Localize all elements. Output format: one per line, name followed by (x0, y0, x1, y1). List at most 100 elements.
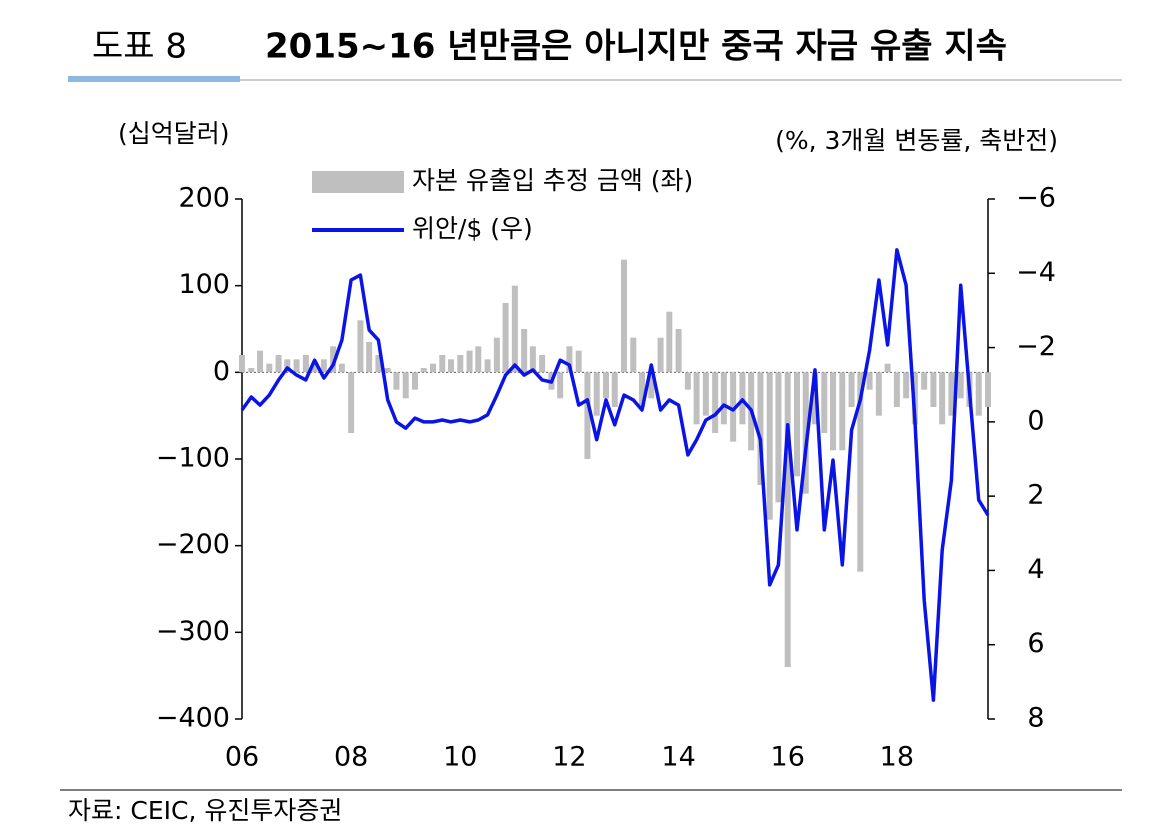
bar (939, 372, 946, 425)
bar (393, 372, 400, 390)
y-tick-label: −100 (156, 443, 230, 474)
bar (266, 363, 273, 373)
bar (684, 372, 691, 390)
legend-label: 자본 유출입 추정 금액 (좌) (412, 166, 693, 195)
bar (611, 372, 618, 407)
bar (430, 363, 437, 373)
bar (793, 372, 800, 477)
bar (493, 337, 500, 373)
bar (239, 355, 245, 373)
bar (830, 372, 837, 451)
bar (975, 372, 982, 416)
bar (630, 337, 637, 373)
bar (903, 372, 910, 399)
bar (402, 372, 409, 399)
y2-tick-label: −6 (1016, 183, 1056, 214)
bar (884, 363, 891, 373)
bar (584, 372, 591, 459)
bar (384, 368, 391, 373)
bar (320, 359, 327, 373)
bar (657, 337, 664, 373)
bar (802, 372, 809, 494)
bar (921, 372, 928, 390)
y-tick-label: 200 (178, 183, 230, 214)
y-tick-label: −300 (156, 616, 230, 647)
bar (448, 359, 455, 373)
x-tick-label: 06 (225, 742, 259, 773)
y-tick-label: −400 (156, 703, 230, 734)
bar (566, 346, 573, 373)
bar (311, 363, 318, 373)
bar (784, 372, 791, 667)
legend-label: 위안/$ (우) (412, 214, 533, 243)
y-tick-label: 0 (213, 356, 230, 387)
bar (457, 355, 464, 373)
x-tick-label: 18 (880, 742, 914, 773)
bar (293, 359, 300, 373)
bar (575, 350, 582, 373)
bar (875, 372, 882, 416)
y-tick-label: 100 (178, 269, 230, 300)
bar (521, 329, 528, 373)
bar (639, 372, 646, 407)
bar (766, 372, 773, 520)
bar (712, 372, 719, 433)
bar (866, 372, 873, 390)
bar (539, 355, 546, 373)
bar (475, 346, 482, 373)
bar (648, 372, 655, 399)
bar (985, 372, 991, 407)
bar (730, 372, 737, 442)
line (240, 248, 990, 702)
bar (420, 368, 427, 373)
bar (557, 372, 564, 399)
bar (439, 355, 446, 373)
bar (930, 372, 937, 407)
x-tick-label: 14 (661, 742, 695, 773)
bar (593, 372, 600, 416)
bar (948, 372, 955, 416)
bar (484, 359, 491, 373)
bar (775, 372, 782, 503)
y2-tick-label: −2 (1016, 331, 1056, 362)
bar (366, 342, 373, 373)
bar (693, 372, 700, 425)
bar (702, 372, 709, 416)
bar (857, 372, 864, 572)
bar (302, 355, 309, 373)
y2-tick-label: −4 (1016, 257, 1056, 288)
y2-tick-label: 2 (1027, 480, 1044, 511)
bar (330, 346, 337, 373)
y2-axis-label: (%, 3개월 변동률, 축반전) (775, 126, 1058, 155)
bar (275, 355, 282, 373)
bar (666, 311, 673, 373)
bar (529, 346, 536, 373)
bar (375, 355, 382, 373)
bar (821, 372, 828, 433)
legend-swatch (312, 171, 404, 193)
bar (848, 372, 855, 407)
bar (284, 359, 291, 373)
bar (720, 372, 727, 425)
bar (348, 372, 355, 433)
x-tick-label: 12 (552, 742, 586, 773)
y2-tick-label: 8 (1027, 703, 1044, 734)
bar (839, 372, 846, 451)
bar (502, 303, 509, 373)
bar (602, 372, 609, 399)
x-tick-label: 08 (334, 742, 368, 773)
header-title: 2015~16 년만큼은 아니지만 중국 자금 유출 지속 (265, 27, 1007, 67)
y2-tick-label: 4 (1027, 554, 1044, 585)
bar (411, 372, 418, 390)
bar (957, 372, 964, 399)
x-tick-label: 16 (771, 742, 805, 773)
bar (893, 372, 900, 407)
bar (257, 350, 264, 373)
header-accent (68, 76, 240, 82)
bar (338, 363, 345, 373)
x-tick-label: 10 (443, 742, 477, 773)
bar (757, 372, 764, 485)
bar (511, 285, 518, 373)
y2-tick-label: 6 (1027, 628, 1044, 659)
